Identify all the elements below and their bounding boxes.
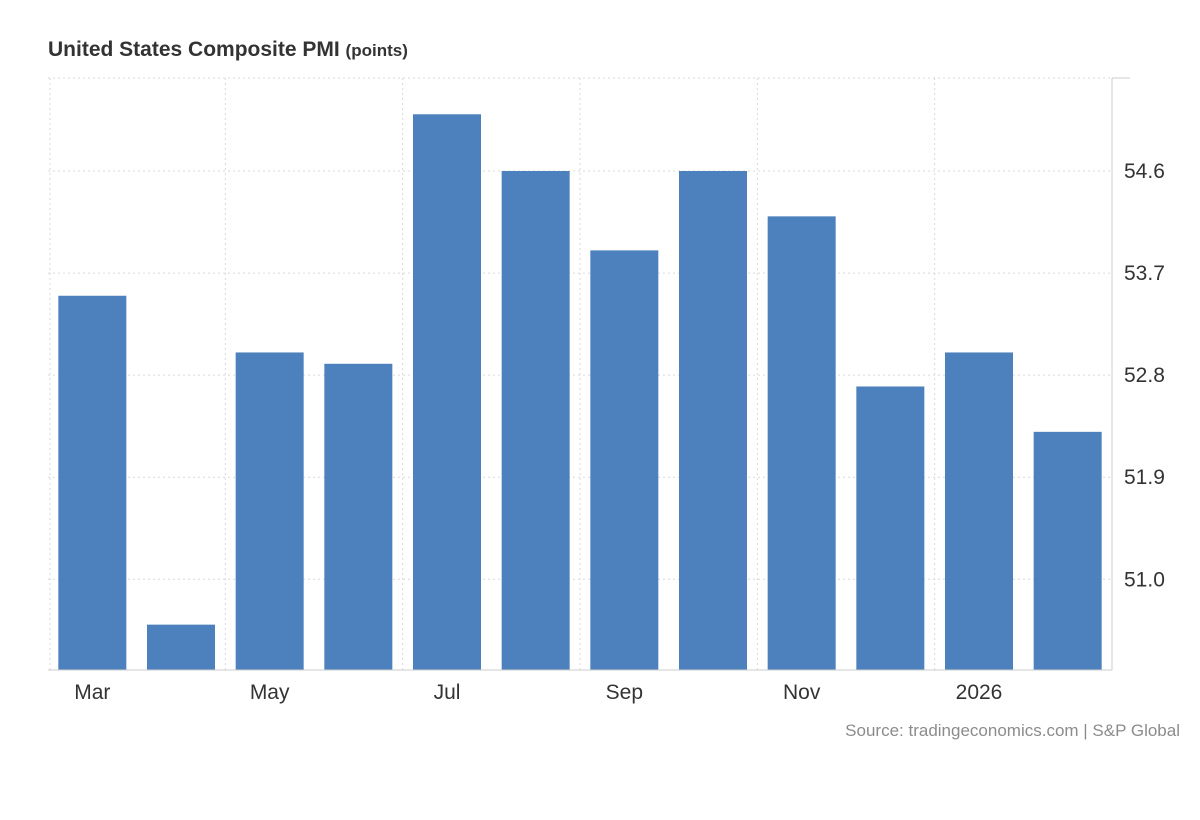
- axes: [48, 77, 1130, 671]
- chart-unit-label: (points): [345, 41, 408, 60]
- chart-title: United States Composite PMI (points): [48, 38, 408, 62]
- source-attribution: Source: tradingeconomics.com | S&P Globa…: [845, 721, 1180, 740]
- y-tick-label: 54.6: [1124, 160, 1165, 183]
- bar[interactable]: [1033, 431, 1102, 670]
- bar[interactable]: [235, 352, 304, 670]
- y-tick-label: 52.8: [1124, 364, 1165, 387]
- bar[interactable]: [58, 295, 127, 670]
- bar[interactable]: [501, 170, 570, 671]
- bar[interactable]: [767, 216, 836, 670]
- bar[interactable]: [413, 114, 481, 670]
- x-tick-label: 2026: [956, 681, 1003, 704]
- y-tick-labels: 51.0 51.9 52.8 53.7 54.6: [1124, 160, 1165, 591]
- x-tick-label: May: [250, 681, 290, 704]
- bar[interactable]: [679, 170, 747, 671]
- bar[interactable]: [324, 363, 393, 670]
- bars: [58, 114, 1102, 671]
- y-tick-label: 51.0: [1124, 568, 1165, 591]
- x-tick-labels: Mar May Jul Sep Nov 2026: [74, 681, 1002, 704]
- chart-title-text: United States Composite PMI: [48, 38, 340, 61]
- bar[interactable]: [147, 624, 215, 670]
- bar-chart: Mar May Jul Sep Nov 2026 51.0 51.9 52.8 53.7 54.6: [48, 77, 1165, 704]
- x-tick-label: Jul: [434, 681, 461, 704]
- bar[interactable]: [856, 386, 925, 670]
- y-tick-label: 51.9: [1124, 466, 1165, 489]
- bar[interactable]: [590, 250, 659, 670]
- x-tick-label: Mar: [74, 681, 110, 704]
- y-tick-label: 53.7: [1124, 262, 1165, 285]
- x-tick-label: Nov: [783, 681, 821, 704]
- x-tick-label: Sep: [606, 681, 643, 704]
- bar[interactable]: [945, 352, 1013, 670]
